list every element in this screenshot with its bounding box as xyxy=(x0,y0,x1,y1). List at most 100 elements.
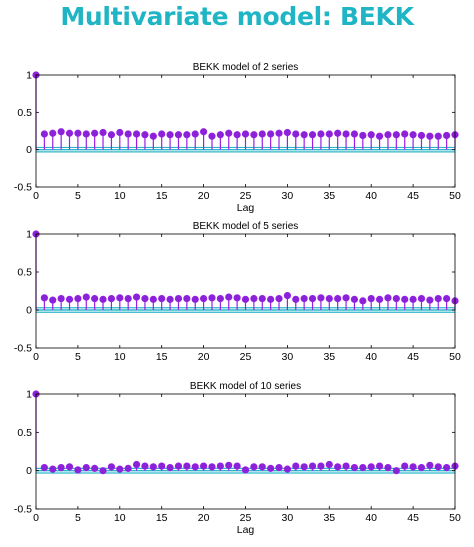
stem-marker xyxy=(308,294,317,303)
x-tick-label: 35 xyxy=(323,512,335,524)
stem-marker xyxy=(166,131,174,139)
x-tick-label: 10 xyxy=(114,190,126,202)
stem-marker xyxy=(426,461,434,469)
x-tick-label: 45 xyxy=(407,351,419,363)
stem-marker xyxy=(107,294,116,303)
stem-marker xyxy=(158,130,166,138)
x-tick-label: 30 xyxy=(282,351,294,363)
stem-marker xyxy=(342,462,350,470)
stem-marker xyxy=(116,128,124,137)
x-tick-label: 30 xyxy=(282,190,294,202)
stem-marker xyxy=(334,129,342,137)
stem-marker xyxy=(116,294,124,302)
stem-marker xyxy=(392,467,400,475)
x-tick-label: 15 xyxy=(156,512,168,524)
stem-marker xyxy=(116,465,124,473)
stem-marker xyxy=(107,131,116,139)
y-tick-label: 1 xyxy=(26,389,32,401)
y-tick-label: -0.5 xyxy=(14,182,32,194)
stem-marker xyxy=(166,295,174,303)
stem-marker xyxy=(183,294,191,303)
stem-marker xyxy=(233,462,241,470)
stem-marker xyxy=(417,294,426,303)
x-tick-label: 40 xyxy=(365,190,377,202)
stem-marker xyxy=(267,464,275,472)
stem-marker xyxy=(225,293,233,301)
stem-marker xyxy=(359,131,367,140)
stem-marker xyxy=(317,130,325,138)
y-tick-label: -0.5 xyxy=(14,504,32,516)
stem-marker xyxy=(191,130,199,138)
stem-marker xyxy=(300,463,308,471)
stem-marker xyxy=(216,462,224,470)
stem-marker xyxy=(375,462,384,470)
stem-marker xyxy=(174,294,183,303)
stem-marker xyxy=(258,463,266,471)
chart-title: BEKK model of 10 series xyxy=(190,381,301,392)
stem-marker xyxy=(107,463,116,471)
stem-marker xyxy=(200,294,208,303)
y-tick-label: 1 xyxy=(26,229,32,241)
y-tick-label: -0.5 xyxy=(14,343,32,355)
stem-marker xyxy=(401,295,409,303)
stem-marker xyxy=(74,129,82,137)
stem-marker xyxy=(367,294,375,303)
stem-marker xyxy=(409,463,417,471)
x-axis-label: Lag xyxy=(237,524,255,536)
y-tick-label: 0 xyxy=(26,465,32,477)
stem-marker xyxy=(350,130,359,138)
stem-marker xyxy=(300,294,308,303)
y-tick-label: 0.5 xyxy=(17,427,32,439)
stem-marker xyxy=(99,295,107,303)
stem-marker xyxy=(317,294,325,302)
x-tick-label: 25 xyxy=(240,351,252,363)
stem-marker xyxy=(91,129,99,137)
stem-marker xyxy=(174,131,183,139)
stem-marker xyxy=(350,463,359,472)
stem-marker xyxy=(49,465,57,473)
stem-marker xyxy=(384,463,392,472)
stem-marker xyxy=(283,291,292,300)
stem-marker xyxy=(141,131,149,139)
stem-marker xyxy=(132,130,141,138)
stem-marker xyxy=(82,130,90,138)
stem-marker xyxy=(65,463,74,471)
x-tick-label: 20 xyxy=(198,512,210,524)
x-tick-label: 35 xyxy=(323,351,335,363)
stem-marker xyxy=(334,463,342,471)
stem-marker xyxy=(191,295,199,303)
stem-marker xyxy=(149,463,157,471)
stem-marker xyxy=(267,130,275,138)
stem-marker xyxy=(74,294,82,303)
stem-marker xyxy=(183,462,191,470)
stem-marker xyxy=(174,462,183,470)
stem-marker xyxy=(49,296,57,304)
stem-marker xyxy=(434,294,442,303)
stem-marker xyxy=(225,129,233,137)
x-tick-label: 20 xyxy=(198,351,210,363)
stem-marker xyxy=(317,462,325,470)
stem-marker xyxy=(308,131,317,139)
stem-marker xyxy=(74,466,82,474)
chart-title: BEKK model of 5 series xyxy=(193,221,299,232)
stem-marker xyxy=(359,463,367,472)
stem-marker xyxy=(141,294,149,303)
stem-marker xyxy=(409,131,417,139)
x-tick-label: 0 xyxy=(33,351,39,363)
stem-marker xyxy=(292,295,300,303)
stem-marker xyxy=(233,131,241,139)
stem-marker xyxy=(124,294,132,303)
x-tick-label: 40 xyxy=(365,351,377,363)
x-tick-label: 25 xyxy=(240,512,252,524)
stem-marker xyxy=(124,130,132,138)
stem-marker xyxy=(359,297,367,305)
stem-marker xyxy=(384,131,392,139)
x-tick-label: 25 xyxy=(240,190,252,202)
stem-marker xyxy=(149,132,157,140)
x-tick-label: 0 xyxy=(33,512,39,524)
stem-marker xyxy=(300,131,308,139)
stem-marker xyxy=(149,295,157,303)
stem-marker xyxy=(57,294,65,303)
stem-marker xyxy=(241,466,250,474)
